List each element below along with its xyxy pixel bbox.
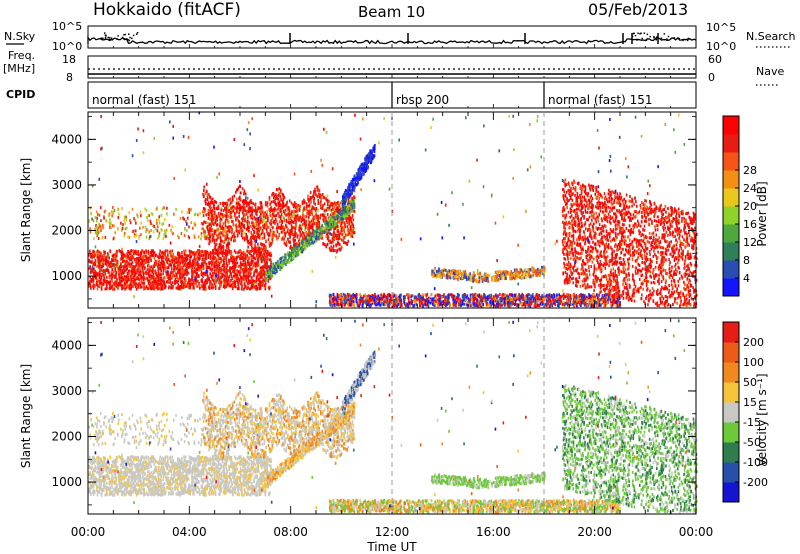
colorbar-segment — [723, 152, 739, 171]
colorbar-tick-label: -100 — [743, 456, 768, 469]
colorbar-tick-label: 28 — [743, 164, 757, 177]
x-tick-label: 20:00 — [577, 525, 612, 539]
velocity-panel: 1000 2000 3000 4000 Slant Range [km] — [19, 317, 698, 515]
y-tick-label: 1000 — [51, 475, 82, 489]
beam-title: Beam 10 — [358, 3, 425, 21]
colorbar-tick-label: 12 — [743, 236, 757, 249]
cpid-modes: normal (fast) 151 rbsp 200 normal (fast) 1… — [92, 82, 652, 108]
colorbar-tick-label: 15 — [743, 396, 757, 409]
y-tick-label: 1000 — [51, 269, 82, 283]
x-axis-title: Time UT — [366, 540, 417, 554]
colorbar-segment — [723, 422, 739, 443]
x-tick-label: 16:00 — [476, 525, 511, 539]
date-title: 05/Feb/2013 — [588, 0, 688, 19]
x-axis: 00:00 04:00 08:00 12:00 16:00 20:00 00:00 — [71, 44, 714, 539]
colorbar-tick-label: -15 — [743, 416, 761, 429]
power-heatmap — [88, 111, 698, 309]
velocity-colorbar: 200 100 50 15 -15 -50 -100 -200 — [722, 321, 768, 503]
colorbar-segment — [723, 382, 739, 403]
colorbar-segment — [723, 342, 739, 363]
colorbar-segment — [723, 206, 739, 225]
colorbar-segment — [723, 462, 739, 483]
colorbar-segment — [723, 224, 739, 243]
y-tick-label: 3000 — [51, 178, 82, 192]
colorbar-segment — [723, 402, 739, 423]
colorbar-segment — [723, 116, 739, 135]
nsky-lo-right: 10^0 — [706, 40, 736, 53]
colorbar-tick-label: 200 — [743, 336, 764, 349]
nsky-strip: N.Sky 10^5 10^0 10^5 10^0 N.Search — [4, 20, 796, 53]
colorbar-tick-label: 8 — [743, 254, 750, 267]
y-tick-label: 2000 — [51, 430, 82, 444]
nsky-hi-label: 10^5 — [52, 20, 82, 33]
cpid-label: CPID — [6, 88, 35, 101]
nsky-lo-label: 10^0 — [52, 40, 82, 53]
colorbar-tick-label: 50 — [743, 376, 757, 389]
freq-unit: [MHz] — [3, 62, 35, 75]
x-tick-label: 04:00 — [172, 525, 207, 539]
x-tick-label: 00:00 — [679, 525, 714, 539]
power-ylabel: Slant Range [km] — [19, 158, 33, 262]
nave-lo: 0 — [708, 71, 715, 84]
freq-label: Freq. — [8, 49, 35, 62]
y-tick-label: 4000 — [51, 132, 82, 146]
colorbar-segment — [723, 134, 739, 153]
colorbar-tick-label: 4 — [743, 272, 750, 285]
x-tick-label: 12:00 — [375, 525, 410, 539]
colorbar-segment — [723, 170, 739, 189]
colorbar-segment — [723, 362, 739, 383]
velocity-colorbar-label: Velocity [m s⁻¹] — [755, 373, 769, 466]
nsearch-label: N.Search — [746, 30, 796, 43]
y-tick-label: 3000 — [51, 384, 82, 398]
x-tick-label: 00:00 — [71, 525, 106, 539]
velocity-heatmap — [88, 317, 698, 515]
cpid-mode-label: rbsp 200 — [396, 93, 449, 107]
cpid-mode-label: normal (fast) 151 — [92, 93, 196, 107]
x-tick-label: 08:00 — [273, 525, 308, 539]
velocity-ylabel: Slant Range [km] — [19, 364, 33, 468]
colorbar-segment — [723, 242, 739, 261]
freq-hi: 18 — [62, 53, 76, 66]
freq-strip: Freq. [MHz] 18 8 60 0 Nave — [3, 49, 784, 86]
colorbar-tick-label: -200 — [743, 476, 768, 489]
cpid-strip: CPID normal (fast) 151 rbsp 200 normal (fa… — [6, 81, 697, 109]
nave-hi: 60 — [708, 53, 722, 66]
nave-label: Nave — [756, 65, 784, 78]
colorbar-segment — [723, 278, 739, 297]
colorbar-segment — [723, 482, 739, 503]
cpid-mode-label: normal (fast) 151 — [548, 93, 652, 107]
colorbar-tick-label: 24 — [743, 182, 757, 195]
colorbar-tick-label: 20 — [743, 200, 757, 213]
nsky-label: N.Sky — [4, 30, 36, 43]
y-tick-label: 4000 — [51, 338, 82, 352]
colorbar-segment — [723, 188, 739, 207]
power-panel: 1000 2000 3000 4000 Slant Range [km] — [19, 111, 698, 309]
colorbar-tick-label: 16 — [743, 218, 757, 231]
colorbar-segment — [723, 260, 739, 279]
colorbar-segment — [723, 442, 739, 463]
colorbar-tick-label: 100 — [743, 356, 764, 369]
freq-lo: 8 — [66, 71, 73, 84]
power-colorbar-label: Power [dB] — [755, 181, 769, 246]
y-tick-label: 2000 — [51, 224, 82, 238]
station-title: Hokkaido (fitACF) — [93, 0, 241, 20]
colorbar-tick-label: -50 — [743, 436, 761, 449]
colorbar-segment — [723, 322, 739, 343]
nsky-trace — [87, 32, 697, 45]
nsky-hi-right: 10^5 — [706, 21, 736, 34]
power-colorbar: 4 8 12 16 20 24 28 — [722, 115, 757, 297]
